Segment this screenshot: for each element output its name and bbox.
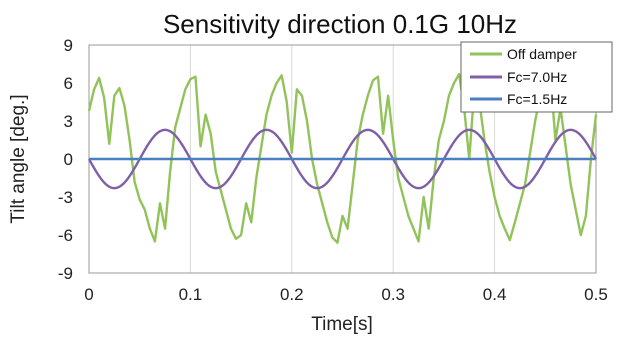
- y-tick-label-5: 6: [64, 74, 73, 93]
- x-tick-label-2: 0.2: [280, 285, 304, 304]
- y-tick-label-6: 9: [64, 36, 73, 55]
- y-axis-label: Tilt angle [deg.]: [8, 94, 29, 223]
- x-tick-label-5: 0.5: [584, 285, 608, 304]
- y-tick-label-1: -6: [58, 226, 73, 245]
- chart-title: Sensitivity direction 0.1G 10Hz: [163, 9, 517, 39]
- x-tick-label-1: 0.1: [179, 285, 203, 304]
- series-off-damper: [87, 72, 598, 244]
- legend-label-fc15: Fc=1.5Hz: [507, 91, 567, 107]
- legend-label-off-damper: Off damper: [507, 46, 577, 62]
- series-layer: [87, 72, 598, 244]
- x-tick-label-3: 0.3: [381, 285, 405, 304]
- x-axis-label: Time[s]: [311, 314, 373, 335]
- x-tick-label-0: 0: [84, 285, 93, 304]
- y-tick-label-0: -9: [58, 264, 73, 283]
- y-tick-label-3: 0: [64, 150, 73, 169]
- x-tick-labels: 0 0.1 0.2 0.3 0.4 0.5: [84, 285, 608, 304]
- legend-label-fc7: Fc=7.0Hz: [507, 69, 567, 85]
- legend: Off damper Fc=7.0Hz Fc=1.5Hz: [460, 41, 613, 113]
- y-tick-labels: -9 -6 -3 0 3 6 9: [58, 36, 73, 283]
- x-tick-label-4: 0.4: [483, 285, 507, 304]
- y-tick-label-4: 3: [64, 112, 73, 131]
- y-tick-label-2: -3: [58, 188, 73, 207]
